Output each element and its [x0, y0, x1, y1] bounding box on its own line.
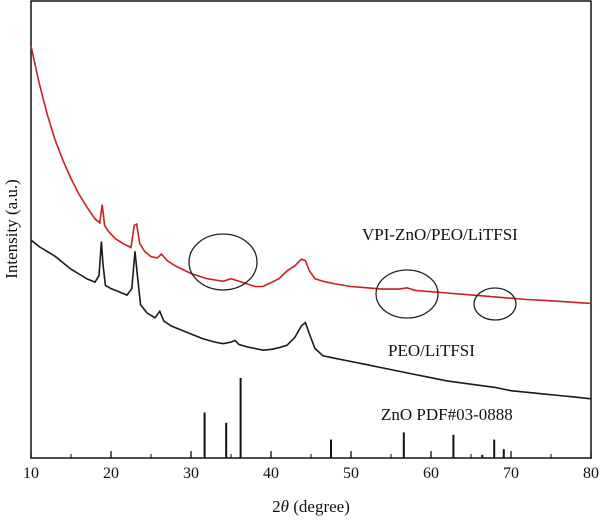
highlight-ellipse-3 [473, 287, 517, 321]
x-axis-label-suffix: (degree) [289, 497, 350, 516]
highlight-ellipse-1 [188, 233, 258, 291]
x-tick-label-10: 10 [23, 465, 39, 482]
x-tick-label-80: 80 [583, 465, 599, 482]
series-label-peo-litfsi: PEO/LiTFSI [388, 341, 475, 360]
reference-label-zno: ZnO PDF#03-0888 [381, 405, 513, 424]
x-axis-label-theta: θ [281, 497, 289, 516]
x-tick-label-50: 50 [343, 465, 359, 482]
y-axis-label: Intensity (a.u.) [2, 179, 21, 279]
x-tick-label-30: 30 [183, 465, 199, 482]
zno-reference-lines [203, 378, 505, 458]
x-tick-label-70: 70 [503, 465, 519, 482]
x-axis-label-prefix: 2 [272, 497, 281, 516]
highlight-ellipse-2 [375, 269, 439, 319]
x-tick-label-60: 60 [423, 465, 439, 482]
x-axis-label: 2θ (degree) [272, 497, 350, 516]
x-tick-label-40: 40 [263, 465, 279, 482]
x-axis-ticks: 10 20 30 40 50 60 70 80 [23, 451, 599, 482]
x-tick-label-20: 20 [103, 465, 119, 482]
series-peo-litfsi [30, 239, 592, 400]
highlight-ellipses [188, 233, 517, 321]
series-label-vpi-zno-peo-litfsi: VPI-ZnO/PEO/LiTFSI [362, 225, 518, 244]
series-vpi-zno-peo-litfsi [30, 45, 592, 305]
xrd-curves [30, 45, 592, 400]
